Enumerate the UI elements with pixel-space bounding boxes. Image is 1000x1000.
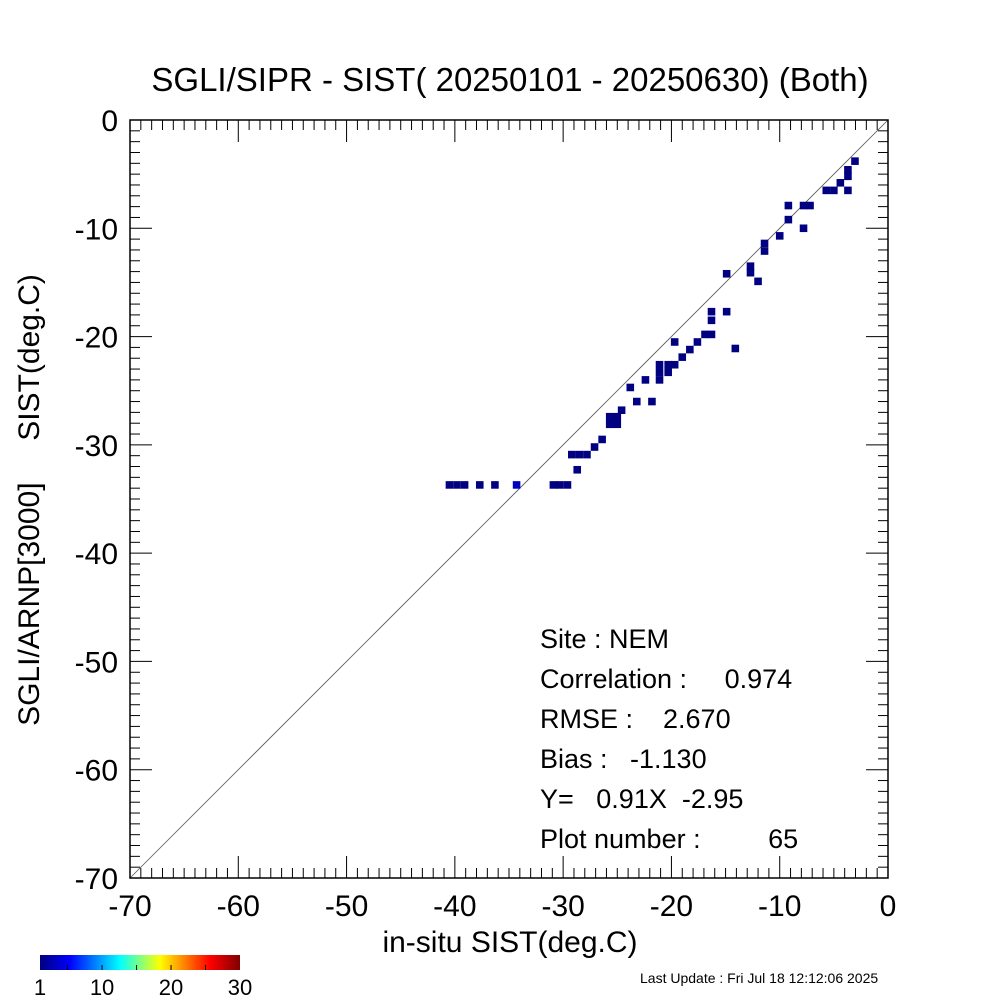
data-point <box>549 481 558 489</box>
data-point <box>722 307 731 316</box>
data-point <box>648 397 656 406</box>
data-point <box>701 330 709 339</box>
data-point <box>707 316 716 325</box>
data-point <box>460 481 469 489</box>
data-point <box>475 481 484 489</box>
y-tick-label: -50 <box>75 646 118 679</box>
data-point <box>822 186 831 195</box>
y-tick-label: -60 <box>75 755 118 788</box>
data-point <box>617 406 626 414</box>
data-point <box>806 201 814 210</box>
data-point <box>693 338 702 346</box>
data-point <box>784 215 793 224</box>
data-point <box>641 376 650 384</box>
y-tick-label: -40 <box>75 538 118 571</box>
data-point <box>613 420 622 429</box>
data-point <box>445 481 454 489</box>
data-point <box>655 368 664 377</box>
data-point <box>746 268 755 277</box>
one-to-one-line <box>129 119 889 879</box>
data-point <box>512 481 521 489</box>
data-point <box>799 224 808 233</box>
data-point <box>670 360 679 369</box>
data-point <box>784 201 793 210</box>
colorbar-tick-label: 10 <box>90 975 114 1000</box>
data-point <box>613 412 622 421</box>
data-point <box>573 465 582 474</box>
y-tick-label: 0 <box>101 105 118 138</box>
data-point <box>556 481 564 489</box>
stat-site: Site : NEM <box>540 624 669 654</box>
data-point <box>626 383 635 392</box>
x-tick-label: -40 <box>433 890 476 923</box>
colorbar-tick-label: 20 <box>159 975 183 1000</box>
data-point <box>632 397 641 406</box>
data-point <box>830 186 838 195</box>
y-tick-label: -20 <box>75 322 118 355</box>
data-point <box>563 481 572 489</box>
chart-title: SGLI/SIPR - SIST( 20250101 - 20250630) (… <box>151 61 868 98</box>
colorbar-gradient <box>40 955 240 970</box>
x-tick-label: -70 <box>108 890 151 923</box>
data-point <box>664 368 672 377</box>
colorbar: 1 10 20 30 <box>34 955 252 1000</box>
x-tick-label: -50 <box>325 890 368 923</box>
data-point <box>731 344 740 353</box>
y-tick-label: -70 <box>75 863 118 896</box>
x-axis-label: in-situ SIST(deg.C) <box>382 926 637 959</box>
y-tick-label: -10 <box>75 213 118 246</box>
x-tick-label: -20 <box>650 890 693 923</box>
data-point <box>844 172 852 181</box>
x-tick-label: 0 <box>880 890 897 923</box>
stats-box: Site : NEM Correlation : 0.974 RMSE : 2.… <box>540 624 798 854</box>
data-point <box>664 360 672 369</box>
data-point <box>605 420 614 429</box>
data-point <box>598 435 606 444</box>
data-point <box>491 481 499 489</box>
stat-bias: Bias : -1.130 <box>540 744 707 774</box>
data-point <box>575 450 584 459</box>
data-point <box>686 345 694 354</box>
data-point <box>760 239 769 248</box>
last-update: Last Update : Fri Jul 18 12:12:06 2025 <box>640 970 878 986</box>
data-point <box>722 269 731 278</box>
x-tick-label: -60 <box>217 890 260 923</box>
stat-plot-number: Plot number : 65 <box>540 824 798 854</box>
data-point <box>655 360 664 369</box>
data-point <box>775 232 784 240</box>
data-point <box>799 201 808 210</box>
x-tick-label: -10 <box>758 890 801 923</box>
x-tick-label: -30 <box>541 890 584 923</box>
stat-fit: Y= 0.91X -2.95 <box>540 784 743 814</box>
data-point <box>583 450 591 459</box>
stat-rmse: RMSE : 2.670 <box>540 704 731 734</box>
data-point <box>655 376 664 384</box>
data-point <box>605 412 614 421</box>
data-point <box>678 353 687 361</box>
data-point <box>707 330 716 339</box>
colorbar-tick-label: 30 <box>228 975 252 1000</box>
data-point <box>453 481 461 489</box>
data-point <box>590 443 599 451</box>
data-point <box>844 186 852 195</box>
y-axis-label: SGLI/ARNP[3000] SIST(deg.C) <box>13 274 46 726</box>
data-point <box>707 307 716 316</box>
data-point <box>836 179 845 187</box>
data-point <box>844 166 852 174</box>
data-point <box>670 338 679 346</box>
data-point <box>754 277 762 286</box>
data-point <box>760 247 769 255</box>
colorbar-tick-label: 1 <box>34 975 46 1000</box>
stat-correlation: Correlation : 0.974 <box>540 664 792 694</box>
data-point <box>746 262 755 270</box>
y-tick-label: -30 <box>75 430 118 463</box>
data-point <box>568 450 576 459</box>
data-point <box>851 157 859 165</box>
